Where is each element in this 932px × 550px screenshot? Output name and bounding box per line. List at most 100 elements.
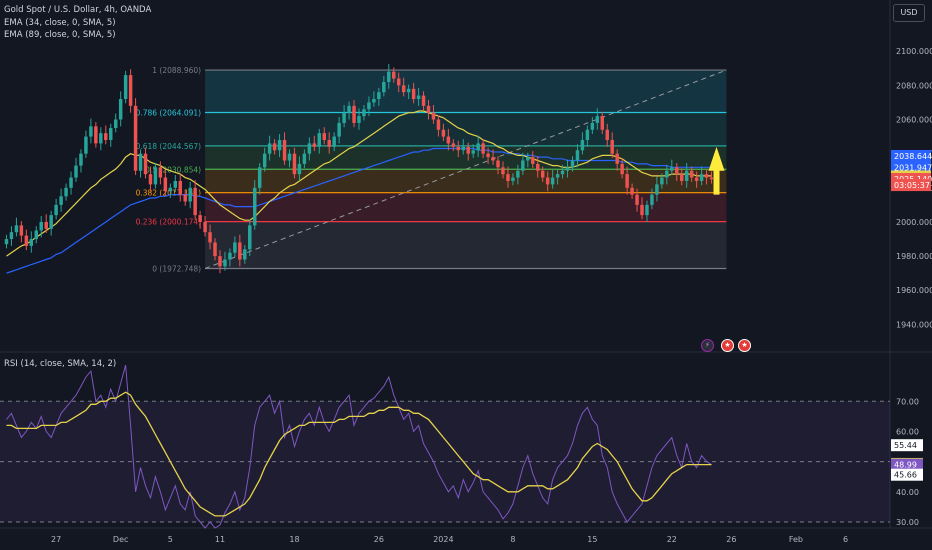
rsi-axis-badge <box>891 439 923 452</box>
candle <box>436 119 441 130</box>
candle <box>317 133 322 147</box>
candle <box>625 174 629 188</box>
candle <box>39 221 43 231</box>
candle <box>79 153 83 166</box>
rsi-axis-badge-text: 55.44 <box>894 441 917 450</box>
candle <box>600 116 605 130</box>
candle <box>704 174 709 178</box>
ema34-legend: EMA (34, close, 0, SMA, 5) <box>4 18 116 28</box>
fib-level-label: 0.5 (2030.854) <box>145 165 201 174</box>
candle <box>357 116 361 123</box>
candle <box>461 146 466 151</box>
candle <box>396 78 401 86</box>
candle <box>148 174 153 185</box>
candle <box>679 174 684 181</box>
candle <box>24 235 29 246</box>
candle <box>19 225 24 236</box>
candle <box>560 170 565 175</box>
candle <box>426 105 431 113</box>
candle <box>620 163 624 175</box>
candle <box>64 187 68 197</box>
rsi-axis-badge <box>891 458 923 471</box>
fib-zone <box>205 221 727 269</box>
candle <box>262 153 267 168</box>
candle <box>486 153 490 158</box>
candle <box>248 225 252 250</box>
lightning-icon[interactable]: ⚡ <box>701 339 714 352</box>
rsi-axis-tick: 30.00 <box>896 518 919 527</box>
rsi-legend: RSI (14, close, SMA, 14, 2) <box>4 359 117 369</box>
candle <box>183 194 187 202</box>
candle <box>446 136 451 144</box>
candle <box>635 194 639 205</box>
price-axis-tick: 2060.000 <box>896 116 932 125</box>
candle <box>650 194 654 205</box>
up-arrow-annotation <box>708 146 725 195</box>
candle <box>213 242 217 257</box>
candle <box>143 153 148 175</box>
candle <box>655 184 659 195</box>
candle <box>49 215 53 229</box>
candle <box>575 150 580 161</box>
time-axis-tick: 18 <box>289 535 299 544</box>
candle <box>481 143 485 154</box>
time-axis-tick: 15 <box>587 535 597 544</box>
candle <box>595 116 600 123</box>
price-axis-tick: 1980.000 <box>896 252 932 261</box>
rsi-axis-tick: 40.00 <box>896 488 919 497</box>
candle <box>416 95 421 100</box>
candle <box>406 88 411 93</box>
candle <box>570 160 575 168</box>
candle <box>252 187 257 226</box>
rsi-axis-badge-text: 48.99 <box>894 461 917 470</box>
candle <box>44 221 48 229</box>
time-axis-tick: Feb <box>789 535 803 544</box>
candle <box>367 102 371 110</box>
candle <box>431 112 436 120</box>
candle <box>89 126 93 137</box>
candle <box>670 167 674 171</box>
candle <box>128 75 133 106</box>
candle <box>208 232 212 243</box>
candle <box>665 170 669 178</box>
candle <box>203 221 207 233</box>
candle <box>401 85 406 93</box>
us-flag-event-icon[interactable]: ★ <box>738 339 751 352</box>
fib-zone <box>205 70 727 113</box>
candle <box>550 177 555 185</box>
rsi-axis-tick: 60.00 <box>896 427 919 436</box>
price-axis-tick: 1940.000 <box>896 320 932 329</box>
candle <box>223 259 227 267</box>
candle <box>531 157 535 164</box>
candle <box>630 187 634 195</box>
candle <box>54 204 58 216</box>
candle <box>327 140 331 147</box>
candle <box>580 140 585 151</box>
candle <box>123 75 128 100</box>
time-axis-tick: 8 <box>510 535 515 544</box>
time-axis-tick: 5 <box>168 535 173 544</box>
time-axis-tick: 2024 <box>433 535 453 544</box>
candle <box>496 160 500 168</box>
us-flag-event-icon[interactable]: ★ <box>721 339 734 352</box>
fib-level-label: 0.382 (2017.141) <box>136 189 202 198</box>
candle <box>645 204 649 216</box>
candle <box>476 143 480 151</box>
price-axis-badge <box>891 149 931 162</box>
candle <box>138 153 143 171</box>
price-axis-tick: 2000.000 <box>896 218 932 227</box>
candle <box>555 174 560 178</box>
candle <box>441 129 446 137</box>
candle <box>163 177 168 192</box>
candle <box>352 105 356 123</box>
candle <box>511 177 515 181</box>
currency-button[interactable]: USD <box>893 4 925 22</box>
candle <box>218 256 222 267</box>
fib-level-label: 0.618 (2044.567) <box>136 142 202 151</box>
candle <box>188 187 192 202</box>
candle <box>675 167 679 175</box>
candle <box>74 165 78 178</box>
candle <box>282 140 287 161</box>
candle <box>590 122 595 130</box>
